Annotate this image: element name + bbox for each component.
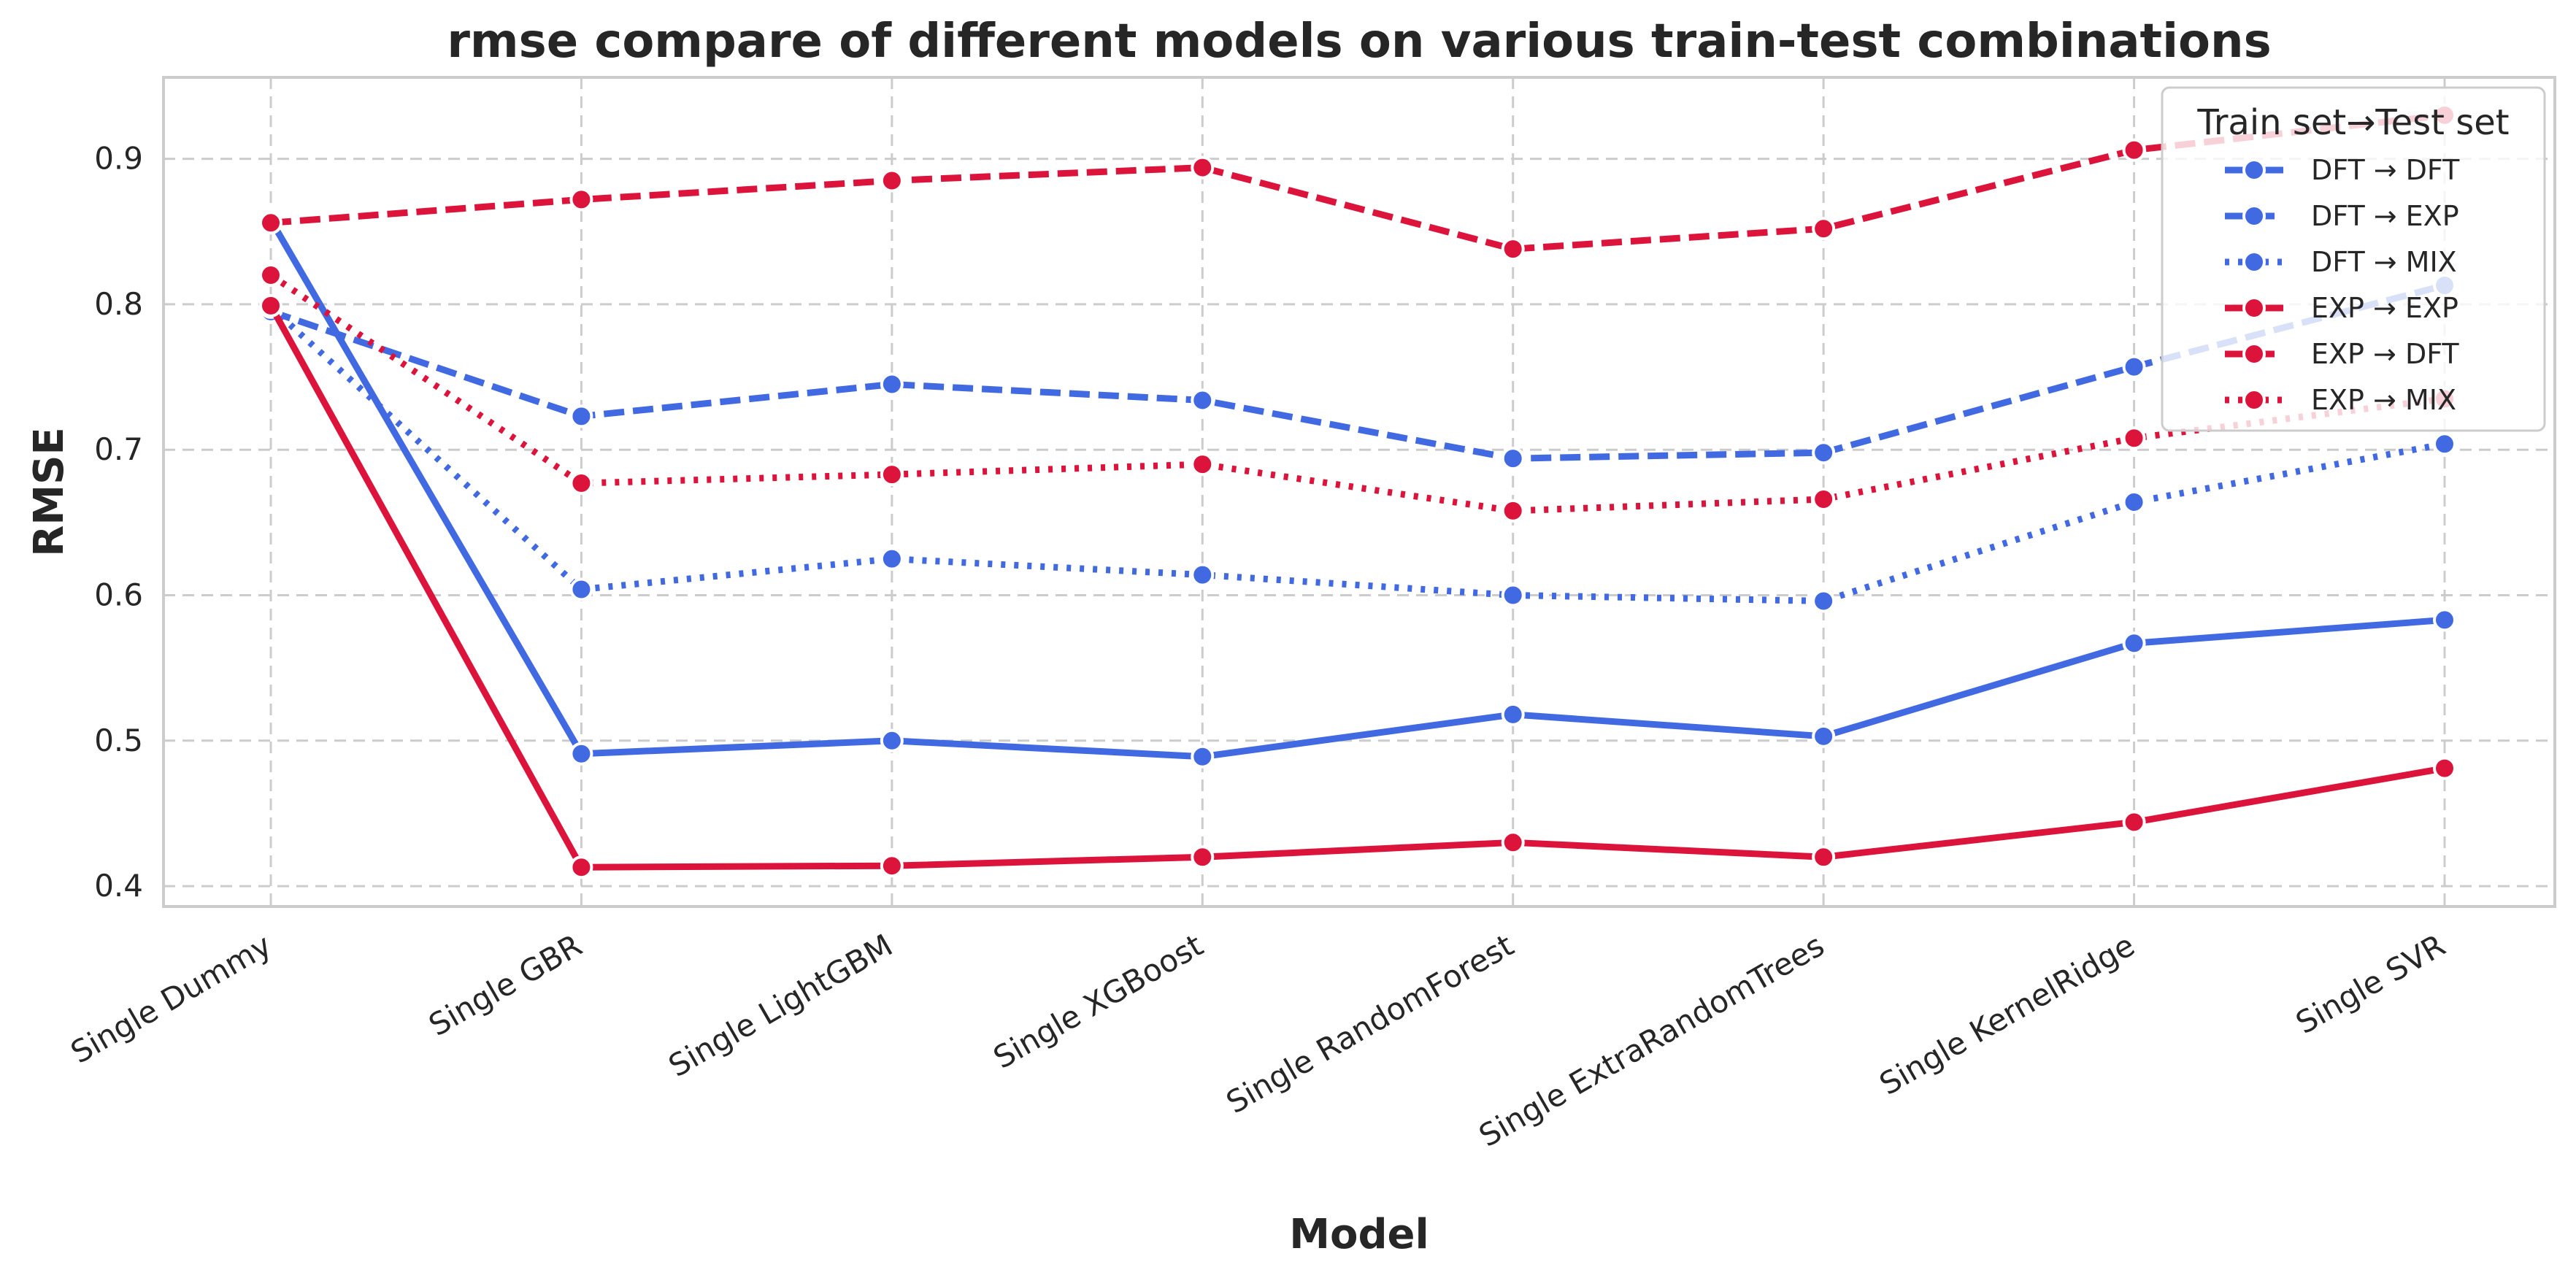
data-point	[2122, 631, 2146, 655]
data-point	[880, 728, 904, 752]
y-axis-label: RMSE	[26, 427, 73, 556]
data-point	[1191, 744, 1215, 769]
data-point	[1812, 724, 1836, 748]
data-point	[569, 404, 593, 428]
legend-marker	[2242, 388, 2266, 412]
legend-entry: EXP → MIX	[2225, 384, 2456, 416]
data-point	[2433, 608, 2456, 632]
data-point	[569, 855, 593, 879]
data-point	[1501, 583, 1525, 607]
data-point	[259, 263, 282, 288]
data-point	[2122, 490, 2146, 514]
legend-entry: EXP → EXP	[2225, 292, 2458, 324]
y-tick-label: 0.7	[94, 431, 143, 467]
legend-marker	[2242, 296, 2266, 320]
legend-marker	[2242, 342, 2266, 366]
data-point	[2122, 426, 2146, 450]
legend-label: EXP → DFT	[2311, 338, 2459, 370]
legend-label: EXP → EXP	[2311, 292, 2458, 324]
data-point	[1191, 845, 1215, 869]
series-4	[259, 293, 2456, 879]
data-point	[1812, 845, 1836, 869]
series-line	[268, 304, 2445, 871]
y-tick-label: 0.5	[94, 723, 143, 758]
legend-entry: DFT → DFT	[2225, 154, 2460, 186]
legend-marker	[2242, 204, 2266, 228]
data-point	[2433, 756, 2456, 780]
y-axis-ticks: 0.4 0.5 0.6 0.7 0.8 0.9	[94, 141, 143, 904]
legend-items: DFT → DFT DFT → EXP DFT → MIX EXP → EXP EXP …	[2225, 154, 2460, 416]
data-point	[2122, 138, 2146, 162]
series-line	[269, 282, 2446, 462]
data-point	[569, 471, 593, 496]
data-point	[880, 372, 904, 396]
legend-label: DFT → DFT	[2311, 154, 2460, 186]
legend-marker	[2242, 250, 2266, 274]
data-point	[1501, 447, 1525, 471]
data-point	[259, 211, 282, 235]
series-line	[270, 112, 2445, 253]
data-point	[1501, 237, 1525, 261]
data-point	[1812, 487, 1836, 511]
legend-entry: EXP → DFT	[2225, 338, 2459, 370]
data-point	[1812, 441, 1836, 465]
data-point	[1191, 388, 1215, 412]
data-point	[259, 293, 282, 317]
data-point	[1812, 217, 1836, 241]
legend-title: Train set→Test set	[2196, 102, 2509, 143]
legend-entry: DFT → MIX	[2225, 246, 2457, 278]
data-point	[569, 577, 593, 601]
y-tick-label: 0.6	[94, 577, 143, 613]
series-3	[259, 295, 2456, 613]
data-point	[1501, 831, 1525, 855]
series-line	[268, 304, 2445, 604]
data-point	[2122, 810, 2146, 834]
data-point	[880, 169, 904, 193]
data-point	[2433, 432, 2456, 456]
legend-entry: DFT → EXP	[2225, 200, 2459, 232]
data-point	[1812, 589, 1836, 613]
series-2	[259, 273, 2456, 471]
series-line	[268, 218, 2445, 761]
data-point	[2122, 355, 2146, 379]
data-point	[1191, 453, 1215, 477]
legend-label: EXP → MIX	[2311, 384, 2456, 416]
data-point	[569, 742, 593, 766]
data-point	[1501, 702, 1525, 726]
y-tick-label: 0.9	[94, 141, 143, 177]
legend-marker	[2242, 158, 2266, 182]
y-tick-label: 0.8	[94, 286, 143, 322]
chart-title: rmse compare of different models on vari…	[447, 15, 2271, 69]
data-point	[1191, 563, 1215, 587]
data-point	[880, 463, 904, 487]
data-point	[1501, 499, 1525, 523]
data-point	[569, 188, 593, 212]
legend-label: DFT → MIX	[2311, 246, 2457, 278]
data-point	[1191, 155, 1215, 180]
data-point	[880, 547, 904, 571]
data-point	[880, 854, 904, 878]
y-tick-label: 0.4	[94, 868, 143, 904]
x-axis-label: Model	[1289, 1211, 1429, 1258]
legend-label: DFT → EXP	[2311, 200, 2459, 232]
plot-frame	[162, 76, 2556, 908]
